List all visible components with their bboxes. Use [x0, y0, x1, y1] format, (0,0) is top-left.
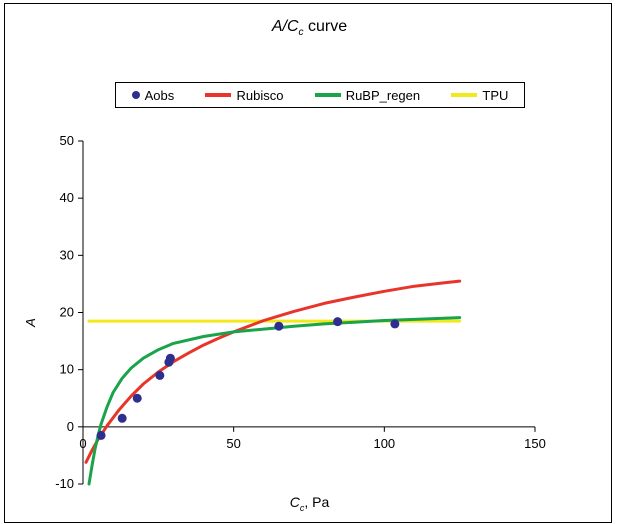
data-point-aobs [132, 393, 142, 403]
legend-item-rubp-regen: RuBP_regen [314, 87, 421, 103]
y-tick-label: -10 [55, 476, 74, 491]
y-axis-label: A [23, 318, 38, 328]
legend-swatch-rubisco [205, 93, 232, 97]
x-tick-label: 100 [373, 436, 395, 451]
legend-swatch-rubp-regen [314, 93, 341, 97]
x-axis-label: Cc, Pa [289, 494, 330, 513]
data-point-aobs [155, 370, 165, 380]
data-point-aobs [390, 319, 400, 329]
legend-label-aobs: Aobs [144, 87, 175, 103]
legend-label-rubp-regen: RuBP_regen [345, 87, 421, 103]
chart-title: A/Cc curve [271, 18, 348, 39]
y-tick-label: 40 [60, 190, 74, 205]
x-tick-label: 0 [79, 436, 86, 451]
data-point-aobs [333, 317, 343, 327]
legend-item-tpu: TPU [451, 88, 508, 103]
data-point-aobs [274, 321, 284, 331]
legend-swatch-tpu [451, 93, 478, 97]
y-tick-label: 50 [60, 133, 74, 148]
legend-item-aobs: Aobs [131, 87, 175, 103]
y-tick-label: 10 [60, 362, 74, 377]
data-point-aobs [165, 353, 175, 363]
y-tick-label: 30 [60, 247, 74, 262]
legend-label-rubisco: Rubisco [236, 87, 284, 103]
series-line-rubp-regen [87, 316, 462, 486]
x-tick-label: 150 [524, 436, 546, 451]
legend-item-rubisco: Rubisco [205, 88, 283, 103]
legend-swatch-aobs [131, 91, 140, 99]
legend: Aobs Rubisco RuBP_regen TPU [115, 82, 525, 108]
x-tick-label: 50 [226, 436, 240, 451]
y-tick-label: 0 [67, 419, 74, 434]
data-point-aobs [117, 413, 127, 423]
series-line-rubisco [84, 279, 462, 464]
data-point-aobs [96, 430, 106, 440]
y-tick-label: 20 [60, 305, 74, 320]
legend-label-tpu: TPU [482, 87, 509, 103]
